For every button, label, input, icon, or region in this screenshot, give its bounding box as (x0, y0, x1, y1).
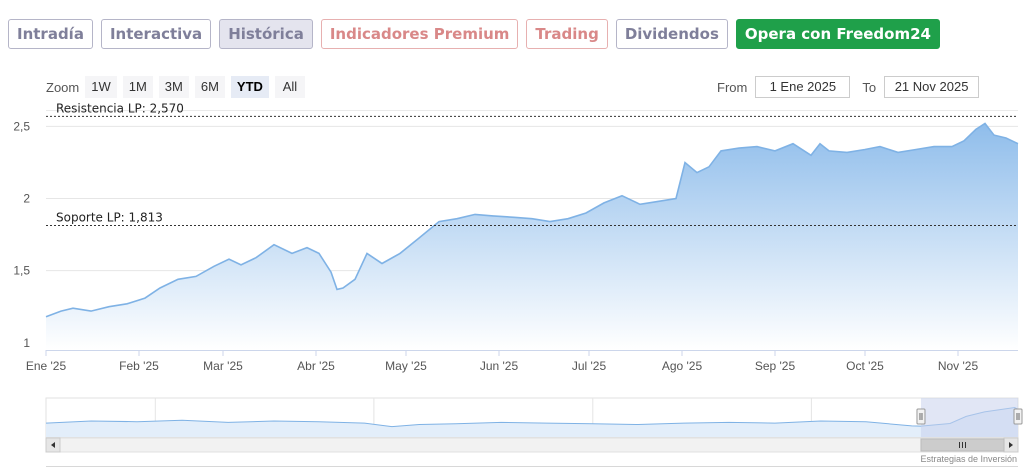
y-tick-label: 2 (23, 192, 30, 206)
tab-dividendos[interactable]: Dividendos (615, 19, 728, 49)
to-date-input[interactable]: 21 Nov 2025 (884, 76, 980, 98)
zoom-1w-button[interactable]: 1W (85, 76, 117, 98)
x-tick-label: Feb '25 (119, 359, 159, 373)
x-tick-label: Jun '25 (480, 359, 519, 373)
x-tick-label: Ene '25 (26, 359, 67, 373)
scroll-right-arrow-icon (1009, 442, 1013, 448)
zoom-all-button[interactable]: All (274, 76, 305, 98)
x-tick-label: Sep '25 (755, 359, 796, 373)
from-date-input[interactable]: 1 Ene 2025 (755, 76, 851, 98)
x-tick-label: Mar '25 (203, 359, 243, 373)
x-tick-label: Ago '25 (662, 359, 703, 373)
credit-text: Estrategias de Inversión (920, 454, 1017, 464)
price-area (46, 123, 1018, 350)
y-tick-label: 1 (23, 336, 30, 350)
zoom-selector: Zoom 1W 1M 3M 6M YTD All (46, 76, 311, 98)
date-range: From 1 Ene 2025 To 21 Nov 2025 (717, 76, 980, 98)
x-tick-label: Abr '25 (297, 359, 335, 373)
x-tick-label: Oct '25 (846, 359, 884, 373)
zoom-1m-button[interactable]: 1M (122, 76, 153, 98)
navigator-area (46, 407, 1018, 437)
y-tick-label: 2,5 (13, 119, 30, 133)
price-line (45, 122, 1019, 318)
toolbar-divider (46, 110, 1018, 111)
tab-historica[interactable]: Histórica (219, 19, 313, 49)
from-label: From (717, 79, 748, 95)
tab-interactiva[interactable]: Interactiva (100, 19, 212, 49)
y-tick-label: 1,5 (13, 264, 30, 278)
tab-intradia[interactable]: Intradía (8, 19, 93, 49)
tab-trading[interactable]: Trading (526, 19, 608, 49)
navigator-handle-left[interactable] (916, 408, 926, 425)
x-tick-label: May '25 (385, 359, 427, 373)
zoom-3m-button[interactable]: 3M (158, 76, 189, 98)
zoom-6m-button[interactable]: 6M (194, 76, 225, 98)
scroll-left-arrow-icon (51, 442, 55, 448)
navigator-handle-right[interactable] (1013, 408, 1023, 425)
resistance-label: Resistencia LP: 2,570 (56, 101, 184, 115)
freedom24-button[interactable]: Opera con Freedom24 (735, 19, 940, 49)
to-label: To (862, 79, 877, 95)
zoom-label: Zoom (46, 79, 80, 95)
scrollbar-track[interactable] (45, 437, 1019, 453)
navigator[interactable]: 2018202020222024 (45, 397, 1023, 453)
x-tick-label: Nov '25 (938, 359, 979, 373)
chart-tabs: Intradía Interactiva Histórica Indicador… (8, 19, 940, 49)
tab-indicadores-premium[interactable]: Indicadores Premium (320, 19, 519, 49)
zoom-ytd-button[interactable]: YTD (230, 76, 269, 98)
support-label: Soporte LP: 1,813 (56, 211, 163, 225)
chart-bottom-border (46, 466, 1018, 467)
x-tick-label: Jul '25 (572, 359, 607, 373)
navigator-selection[interactable] (920, 398, 1018, 437)
